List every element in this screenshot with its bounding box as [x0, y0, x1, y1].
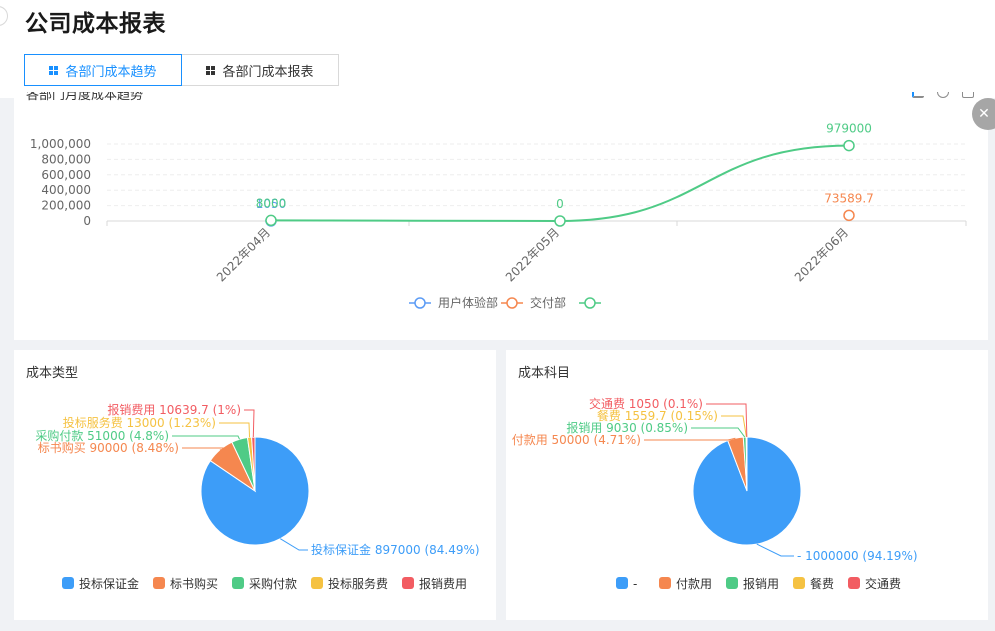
legend-marker — [506, 297, 518, 309]
cost-subject-pie-chart: - 1000000 (94.19%) 付款用 50000 (4.71%)报销用 9… — [512, 396, 918, 591]
legend-swatch — [62, 577, 74, 589]
leader-line — [280, 538, 308, 551]
slice-label: 付款用 50000 (4.71%) — [512, 433, 641, 447]
cost-type-card: 成本类型 投标保证金 897000 (84.49%) 标书购买 90000 (8.… — [14, 350, 496, 620]
data-label: 979000 — [826, 122, 872, 136]
x-tick-label: 2022年04月 — [214, 225, 273, 284]
legend-label: 交通费 — [865, 576, 901, 591]
leader-line — [706, 403, 748, 438]
legend-label: 采购付款 — [249, 576, 297, 591]
legend-swatch — [659, 577, 671, 589]
slice-label: 餐费 1559.7 (0.15%) — [597, 408, 718, 423]
tab-department-cost-trend[interactable]: 各部门成本趋势 — [24, 54, 182, 86]
data-label: 0 — [556, 197, 564, 211]
grid-icon — [49, 65, 59, 75]
legend-label: 投标服务费 — [328, 576, 388, 591]
legend-label: 餐费 — [810, 576, 834, 591]
cost-subject-card: 成本科目 - 1000000 (94.19%) 付款用 50000 (4.71%)… — [506, 350, 988, 620]
leader-line — [244, 409, 255, 438]
slice-label: 标书购买 90000 (8.48%) — [38, 440, 179, 455]
y-tick-label: 1,000,000 — [30, 137, 91, 151]
slice-label: 交通费 1050 (0.1%) — [589, 396, 703, 411]
legend-swatch — [848, 577, 860, 589]
legend-label: 投标保证金 — [79, 576, 139, 591]
y-tick-label: 600,000 — [41, 168, 91, 182]
y-tick-label: 400,000 — [41, 183, 91, 197]
slice-label: 投标服务费 13000 (1.23%) — [63, 415, 216, 430]
y-tick-label: 200,000 — [41, 199, 91, 213]
legend-label: 报销用 — [743, 576, 779, 591]
data-label: 8000 — [256, 196, 287, 210]
y-tick-label: 800,000 — [41, 152, 91, 166]
legend-swatch — [153, 577, 165, 589]
legend-swatch — [311, 577, 323, 589]
legend-marker — [584, 297, 596, 309]
legend-label: 交付部 — [530, 295, 566, 310]
leader-line — [644, 437, 736, 441]
y-tick-label: 0 — [83, 214, 91, 228]
x-tick-label: 2022年06月 — [792, 225, 851, 284]
cost-type-title: 成本类型 — [26, 366, 79, 381]
tab-bar: 各部门成本趋势 各部门成本报表 — [24, 54, 339, 86]
legend-marker — [414, 297, 426, 309]
legend-label: 报销费用 — [419, 576, 467, 591]
trend-chart-title: 各部门月度成本趋势 — [26, 92, 144, 103]
expand-icon[interactable]: ✕ — [972, 98, 995, 130]
cost-subject-title: 成本科目 — [518, 366, 571, 381]
tab-label: 各部门成本报表 — [222, 64, 314, 80]
slice-label: 报销费用 10639.7 (1%) — [107, 402, 241, 417]
leader-line — [182, 447, 230, 451]
data-point — [554, 215, 566, 227]
data-point — [843, 209, 855, 222]
back-button[interactable] — [0, 6, 8, 26]
page-title: 公司成本报表 — [25, 11, 166, 37]
leader-line — [756, 543, 794, 557]
leader-line — [691, 427, 746, 438]
legend-label: - — [633, 577, 637, 591]
slice-label: 投标保证金 897000 (84.49%) — [311, 542, 480, 557]
slice-label: 报销用 9030 (0.85%) — [566, 420, 688, 435]
leader-line — [219, 422, 251, 438]
cost-type-pie-chart: 投标保证金 897000 (84.49%)标书购买 90000 (8.48%)采… — [35, 402, 480, 591]
legend-swatch — [793, 577, 805, 589]
legend-label: 付款用 — [676, 577, 712, 591]
page-header: 公司成本报表 各部门成本趋势 各部门成本报表 — [0, 0, 995, 98]
data-point — [265, 214, 277, 227]
slice-label: - 1000000 (94.19%) — [797, 549, 918, 563]
legend-label: 用户体验部 — [438, 295, 498, 310]
legend-swatch — [616, 577, 628, 589]
legend-swatch — [402, 577, 414, 589]
legend-swatch — [726, 577, 738, 589]
trend-line-chart: 1,000,000800,000600,000400,000200,000020… — [30, 122, 967, 310]
refresh-icon[interactable] — [937, 92, 949, 98]
legend-label: 标书购买 — [170, 576, 218, 591]
trend-chart-card: 各部门月度成本趋势 1,000,000 800,000 600,000 400,000… — [14, 92, 988, 340]
legend-swatch — [232, 577, 244, 589]
leader-line — [172, 435, 240, 440]
data-point — [843, 139, 855, 152]
tab-label: 各部门成本趋势 — [65, 64, 157, 80]
tab-department-cost-report[interactable]: 各部门成本报表 — [181, 54, 339, 86]
save-image-icon[interactable] — [962, 92, 974, 98]
slice-label: 采购付款 51000 (4.8%) — [35, 428, 169, 443]
leader-line — [721, 415, 747, 438]
data-label: 1050 — [256, 197, 287, 211]
data-label: 73589.7 — [824, 191, 874, 205]
bar-chart-icon[interactable] — [912, 92, 924, 98]
chart-toolbar — [912, 92, 974, 98]
grid-icon — [206, 65, 216, 75]
x-tick-label: 2022年05月 — [503, 225, 562, 284]
